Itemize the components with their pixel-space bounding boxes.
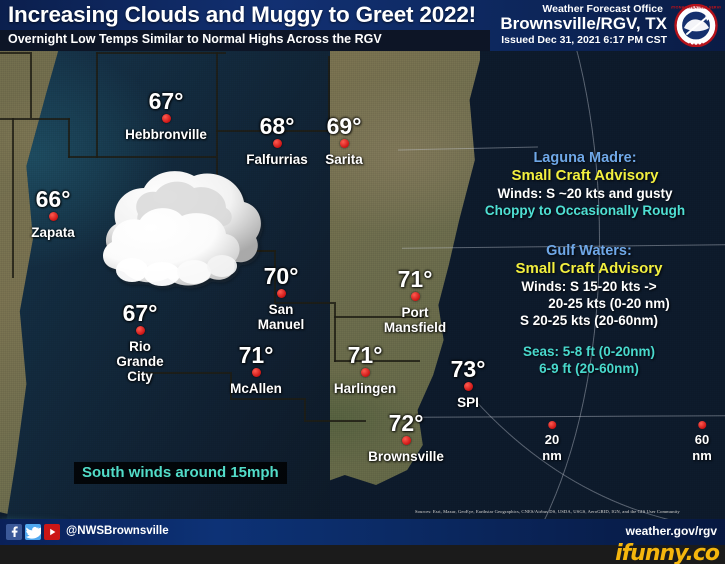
temperature-label: 71° bbox=[397, 266, 433, 292]
temperature-label: 71° bbox=[347, 342, 383, 368]
laguna-conditions-text: Choppy to Occasionally Rough bbox=[484, 203, 686, 218]
temperature-label: 69° bbox=[326, 113, 362, 139]
station-dot-icon bbox=[410, 291, 420, 301]
gulf-waters-forecast-block: Gulf Waters: Small Craft Advisory Winds:… bbox=[460, 243, 718, 376]
county-border bbox=[96, 52, 226, 54]
website-url[interactable]: weather.gov/rgv bbox=[625, 524, 717, 538]
subtitle-strip bbox=[0, 30, 490, 51]
county-border bbox=[216, 52, 218, 156]
footer-bar: @NWSBrownsville weather.gov/rgv bbox=[0, 519, 725, 545]
ifunny-watermark: ifunny.co bbox=[615, 541, 720, 564]
station-dot-icon bbox=[135, 325, 145, 335]
issued-timestamp: Issued Dec 31, 2021 6:17 PM CST bbox=[501, 34, 667, 46]
temperature-label: 67° bbox=[148, 88, 184, 114]
city-label: San Manuel bbox=[257, 302, 305, 332]
city-label: Zapata bbox=[31, 225, 75, 240]
laguna-zone-title: Laguna Madre: bbox=[533, 150, 637, 166]
station-dot-icon bbox=[251, 367, 261, 377]
scale-dot-icon bbox=[548, 421, 556, 429]
nautical-mile-marker: 20 nm bbox=[542, 421, 562, 464]
city-label: Hebbronville bbox=[125, 127, 207, 142]
facebook-icon[interactable] bbox=[6, 524, 22, 540]
temperature-label: 68° bbox=[259, 113, 295, 139]
city-label: McAllen bbox=[230, 381, 282, 396]
station-dot-icon bbox=[161, 113, 171, 123]
station-dot-icon bbox=[276, 288, 286, 298]
gulf-winds-line-2: 20-25 kts (0-20 nm) bbox=[548, 296, 670, 311]
svg-text:NATIONAL WEATHER SERVICE: NATIONAL WEATHER SERVICE bbox=[671, 5, 721, 9]
city-label: Rio Grande City bbox=[116, 339, 164, 384]
scale-dot-icon bbox=[698, 421, 706, 429]
cloud-icon bbox=[98, 158, 270, 293]
city-label: Brownsville bbox=[368, 449, 444, 464]
map-canvas[interactable]: 67° Hebbronville 68° Falfurrias 69° Sarita 66°… bbox=[0, 0, 725, 519]
station-dot-icon bbox=[339, 138, 349, 148]
temperature-label: 73° bbox=[450, 356, 486, 382]
gulf-zone-title: Gulf Waters: bbox=[546, 243, 632, 259]
laguna-madre-forecast-block: Laguna Madre: Small Craft Advisory Winds… bbox=[456, 150, 714, 218]
station-dot-icon bbox=[401, 435, 411, 445]
scale-value: 20 bbox=[544, 432, 560, 447]
surface-wind-banner: South winds around 15mph bbox=[74, 462, 287, 484]
city-label: SPI bbox=[457, 395, 479, 410]
station-dot-icon bbox=[272, 138, 282, 148]
header-bar: Increasing Clouds and Muggy to Greet 202… bbox=[0, 0, 725, 51]
county-border bbox=[68, 118, 70, 158]
temperature-label: 66° bbox=[35, 186, 71, 212]
twitter-icon[interactable] bbox=[25, 524, 41, 540]
wfo-label: Weather Forecast Office bbox=[542, 3, 663, 15]
county-border bbox=[30, 52, 32, 118]
wfo-office-name: Brownsville/RGV, TX bbox=[500, 14, 667, 33]
page-subtitle: Overnight Low Temps Similar to Normal Hi… bbox=[8, 32, 382, 46]
city-label: Port Mansfield bbox=[383, 305, 447, 335]
gulf-seas-line-2: 6-9 ft (20-60nm) bbox=[539, 361, 639, 376]
nws-logo-icon: NATIONAL WEATHER SERVICE bbox=[666, 3, 725, 48]
nautical-mile-marker: 60 nm bbox=[692, 421, 712, 464]
map-attribution: Sources: Esri, Maxar, GeoEye, Earthstar … bbox=[415, 509, 680, 514]
county-border bbox=[68, 156, 96, 158]
scale-unit: nm bbox=[692, 448, 712, 463]
county-border bbox=[230, 398, 304, 400]
station-dot-icon bbox=[463, 381, 473, 391]
county-border bbox=[12, 118, 14, 278]
gulf-seas-line-1: Seas: 5-8 ft (0-20nm) bbox=[522, 344, 656, 359]
gulf-advisory-badge: Small Craft Advisory bbox=[515, 260, 663, 277]
scale-unit: nm bbox=[542, 448, 562, 463]
county-border bbox=[96, 156, 216, 158]
laguna-advisory-badge: Small Craft Advisory bbox=[511, 167, 659, 184]
temperature-label: 71° bbox=[238, 342, 274, 368]
county-border bbox=[0, 118, 70, 120]
laguna-winds-text: Winds: S ~20 kts and gusty bbox=[497, 186, 673, 201]
station-dot-icon bbox=[48, 211, 58, 221]
temperature-label: 67° bbox=[122, 300, 158, 326]
youtube-icon[interactable] bbox=[44, 524, 60, 540]
temperature-label: 72° bbox=[388, 410, 424, 436]
gulf-winds-line-3: S 20-25 kts (20-60nm) bbox=[519, 313, 659, 328]
county-border bbox=[96, 52, 98, 158]
county-border bbox=[130, 372, 230, 374]
watermark-bar: ifunny.co bbox=[0, 541, 725, 564]
page-title: Increasing Clouds and Muggy to Greet 202… bbox=[8, 2, 476, 27]
gulf-winds-line-1: Winds: S 15-20 kts -> bbox=[521, 279, 657, 294]
city-label: Sarita bbox=[325, 152, 363, 167]
city-label: Falfurrias bbox=[246, 152, 308, 167]
county-border bbox=[230, 372, 232, 398]
social-handle[interactable]: @NWSBrownsville bbox=[66, 525, 169, 537]
city-label: Harlingen bbox=[333, 381, 397, 396]
station-dot-icon bbox=[360, 367, 370, 377]
temperature-label: 70° bbox=[263, 263, 299, 289]
county-border bbox=[0, 52, 30, 54]
scale-value: 60 bbox=[694, 432, 710, 447]
